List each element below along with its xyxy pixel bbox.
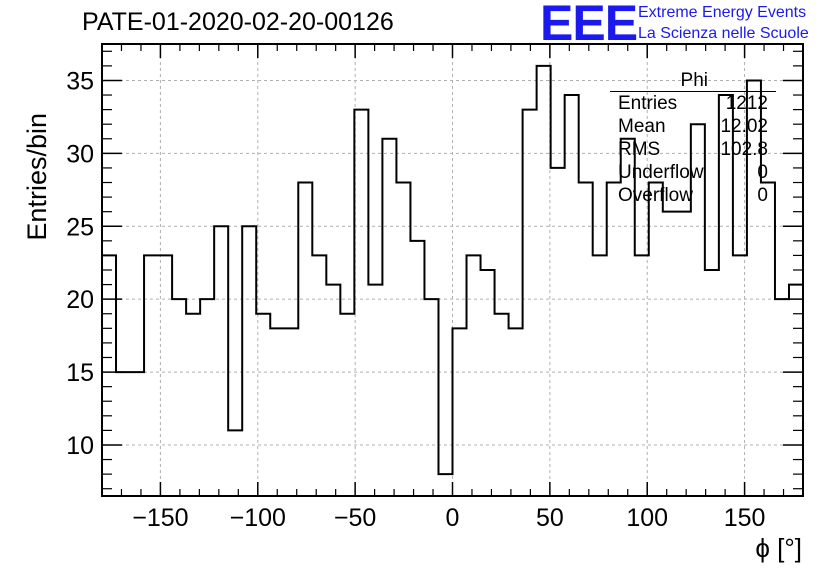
stats-row: Overflow 0	[610, 184, 776, 207]
stats-label: Underflow	[618, 162, 704, 183]
y-tick-label: 25	[66, 213, 94, 241]
stats-row: Mean 12.02	[610, 115, 776, 138]
brand-line-2: La Scienza nelle Scuole	[638, 25, 809, 42]
stats-value: 0	[757, 162, 768, 183]
stats-label: Mean	[618, 116, 666, 137]
stats-box: Phi Entries 1212 Mean 12.02 RMS 102.8 Un…	[610, 70, 776, 207]
tick-label-layer: −150 −100 −50 0 50 100 150 10 15 20 25 30 35	[66, 67, 765, 532]
chart-title: PATE-01-2020-02-20-00126	[82, 8, 394, 36]
y-tick-label: 20	[66, 286, 94, 314]
tick-layer	[102, 44, 803, 496]
x-tick-label: 0	[446, 504, 460, 532]
y-tick-label: 10	[66, 432, 94, 460]
y-tick-label: 30	[66, 140, 94, 168]
x-tick-label: 100	[626, 504, 668, 532]
x-tick-label: −150	[132, 504, 188, 532]
stats-box-title: Phi	[610, 70, 776, 92]
stats-value: 0	[757, 185, 768, 206]
histogram-outline	[102, 64, 803, 476]
brand-line-1: Extreme Energy Events	[638, 4, 807, 21]
stats-row: RMS 102.8	[610, 138, 776, 161]
plot-frame	[101, 43, 804, 497]
stats-label: Entries	[618, 93, 678, 114]
y-tick-label: 35	[66, 67, 94, 95]
x-tick-label: 50	[536, 504, 564, 532]
stats-row: Entries 1212	[610, 92, 776, 115]
stats-value: 102.8	[720, 139, 768, 160]
x-axis-label: ϕ [°]	[755, 533, 802, 563]
x-tick-label: −50	[334, 504, 376, 532]
stats-value: 12.02	[720, 116, 768, 137]
y-axis-label: Entries/bin	[22, 113, 52, 241]
stats-value: 1212	[725, 93, 768, 114]
eee-logo: EEE	[540, 0, 638, 51]
stats-row: Underflow 0	[610, 161, 776, 184]
x-tick-label: −100	[230, 504, 286, 532]
stats-label: RMS	[618, 139, 661, 160]
x-tick-label: 150	[724, 504, 766, 532]
y-tick-label: 15	[66, 359, 94, 387]
stats-label: Overflow	[618, 185, 693, 206]
